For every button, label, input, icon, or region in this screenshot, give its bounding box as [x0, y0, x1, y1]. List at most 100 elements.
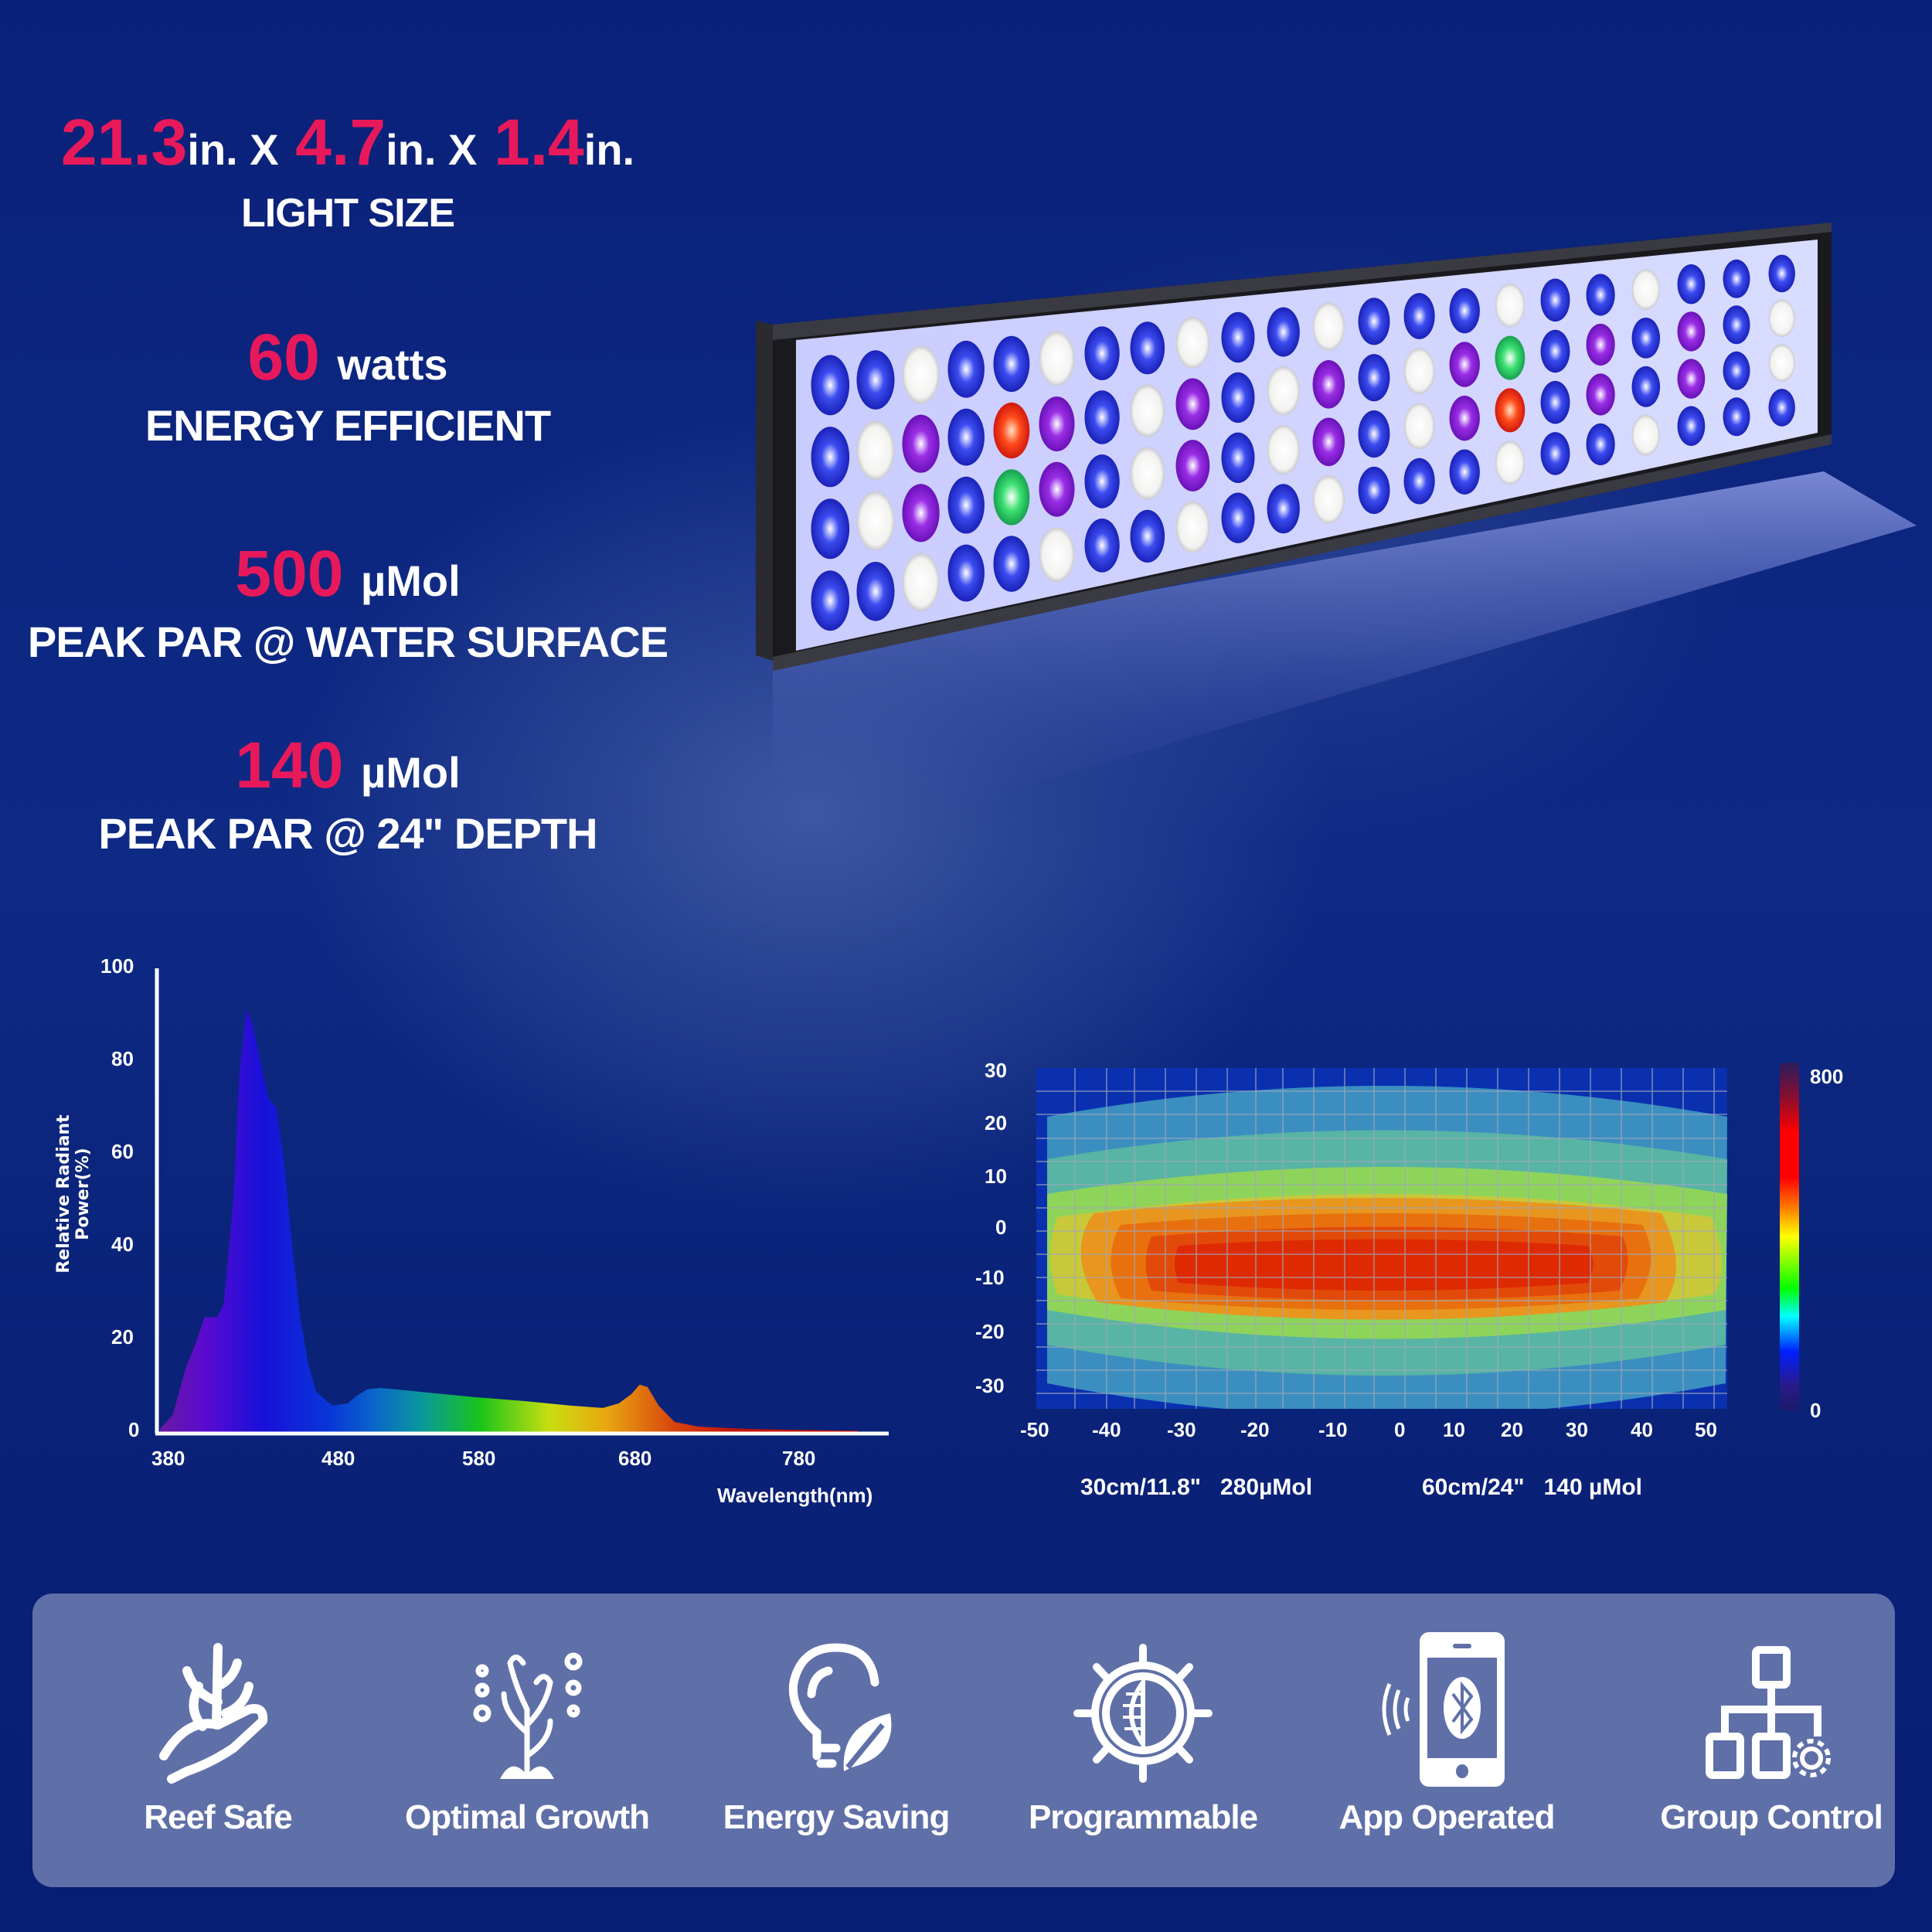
led-emitter [1403, 403, 1435, 450]
led-emitter [1449, 396, 1480, 441]
hm-y-tick-10: 10 [985, 1165, 1007, 1188]
par-heatmap-chart: 30 20 10 0 -10 -20 -30 -50 -40 -30 -20 -… [966, 1043, 1932, 1522]
led-emitter [1312, 360, 1345, 409]
x-tick-580: 580 [462, 1447, 496, 1470]
led-emitter [1495, 335, 1526, 380]
led-emitter [1495, 388, 1526, 433]
hm-y-tick-neg30: -30 [975, 1374, 1005, 1397]
spectrum-chart: Relative Radiant Power(%) 100 80 60 40 [0, 943, 927, 1530]
annotation-30cm-depth: 30cm/11.8" [1080, 1475, 1202, 1500]
led-emitter [1175, 501, 1210, 553]
led-emitter [1130, 321, 1165, 375]
led-emitter [1586, 274, 1615, 316]
feature-reef-safe-label: Reef Safe [144, 1798, 293, 1836]
network-gear-icon [1706, 1646, 1831, 1779]
spec-power: 60 watts ENERGY EFFICIENT [0, 325, 696, 451]
led-emitter [1312, 475, 1345, 524]
led-emitter [1768, 254, 1795, 293]
dim-height: 1.4 [493, 106, 584, 179]
dim-length-unit: in. X [187, 125, 279, 174]
hm-x-tick-40: 40 [1631, 1418, 1653, 1441]
led-emitter [1039, 461, 1075, 517]
colorbar [1780, 1063, 1799, 1410]
led-emitter [1540, 278, 1570, 322]
y-tick-40: 40 [111, 1233, 134, 1256]
annotation-60cm-value: 140 µMol [1543, 1475, 1642, 1500]
y-tick-0: 0 [128, 1418, 140, 1441]
dim-height-unit: in. [583, 125, 635, 174]
spectrum-plot [155, 968, 889, 1436]
led-emitter [1084, 454, 1120, 509]
dimensions-line: 21.3in. X 4.7in. X 1.4in. [0, 110, 696, 175]
feature-programmable-label: Programmable [1028, 1798, 1258, 1836]
spectrum-x-axis-label: Wavelength(nm) [717, 1484, 873, 1507]
hm-x-tick-neg10: -10 [1318, 1418, 1348, 1441]
led-emitter [947, 408, 985, 466]
hm-x-tick-neg20: -20 [1240, 1418, 1270, 1441]
led-emitter [1586, 373, 1615, 416]
led-emitter [1768, 344, 1795, 382]
feature-optimal-growth: Optimal Growth [380, 1594, 674, 1887]
led-emitter [947, 340, 985, 398]
feature-group-control-label: Group Control [1660, 1798, 1883, 1836]
led-emitter [856, 491, 895, 551]
seaweed-icon [473, 1652, 583, 1779]
led-emitter [1540, 380, 1570, 424]
energy-efficient-label: ENERGY EFFICIENT [145, 401, 551, 450]
led-emitter [993, 402, 1030, 459]
annotation-60cm: 60cm/24" 140 µMol [1422, 1475, 1642, 1501]
led-emitter [1403, 348, 1435, 395]
features-panel: Reef Safe Optimal Growth [32, 1594, 1895, 1887]
led-emitter [1221, 311, 1255, 363]
spec-par-depth: 140 µMol PEAK PAR @ 24" DEPTH [0, 733, 696, 859]
feature-reef-safe: Reef Safe [71, 1594, 365, 1887]
led-emitter [1449, 342, 1480, 387]
led-emitter [1221, 432, 1255, 483]
feature-app-operated-label: App Operated [1338, 1798, 1556, 1836]
annotation-30cm: 30cm/11.8" 280µMol [1080, 1475, 1312, 1501]
led-emitter [1312, 417, 1345, 467]
hm-y-tick-30: 30 [985, 1059, 1007, 1082]
x-tick-680: 680 [618, 1447, 652, 1470]
led-emitter [856, 562, 895, 621]
dial-icon [1073, 1644, 1213, 1783]
x-tick-780: 780 [782, 1447, 816, 1470]
feature-optimal-growth-label: Optimal Growth [405, 1798, 650, 1836]
bluetooth-phone-icon [1382, 1632, 1505, 1787]
led-emitter [811, 570, 850, 631]
hm-x-tick-neg50: -50 [1020, 1418, 1049, 1441]
y-tick-100: 100 [100, 954, 134, 978]
hm-y-tick-neg20: -20 [975, 1320, 1005, 1343]
dim-length: 21.3 [60, 106, 188, 179]
colorbar-max: 800 [1810, 1065, 1844, 1088]
led-emitter [856, 420, 895, 481]
par-depth-label: PEAK PAR @ 24" DEPTH [98, 809, 597, 858]
led-emitter [1267, 425, 1300, 474]
led-emitter [1312, 302, 1345, 352]
led-emitter [947, 476, 985, 534]
led-emitter [811, 355, 850, 416]
hm-x-tick-neg40: -40 [1092, 1418, 1121, 1441]
par-depth-unit: µMol [360, 748, 461, 797]
led-emitter [1449, 287, 1480, 334]
led-emitter [1723, 259, 1750, 298]
hm-y-tick-neg10: -10 [975, 1266, 1005, 1289]
par-depth-value: 140 [235, 729, 344, 801]
led-emitter [1358, 298, 1390, 345]
led-emitter [1084, 519, 1120, 573]
led-emitter [811, 427, 850, 488]
led-emitter [1221, 372, 1255, 423]
led-emitter [1403, 293, 1435, 339]
hm-x-tick-30: 30 [1566, 1418, 1588, 1441]
led-emitter [1677, 311, 1706, 352]
bulb-leaf-icon [788, 1643, 892, 1771]
feature-programmable: Programmable [996, 1594, 1290, 1887]
led-emitter [1540, 329, 1570, 373]
led-emitter [993, 335, 1030, 393]
coral-hand-icon [159, 1643, 268, 1784]
y-tick-80: 80 [111, 1047, 134, 1070]
hm-x-tick-50: 50 [1695, 1418, 1717, 1441]
led-emitter [1358, 466, 1390, 515]
led-emitter [947, 544, 985, 602]
led-emitter [1495, 440, 1526, 485]
